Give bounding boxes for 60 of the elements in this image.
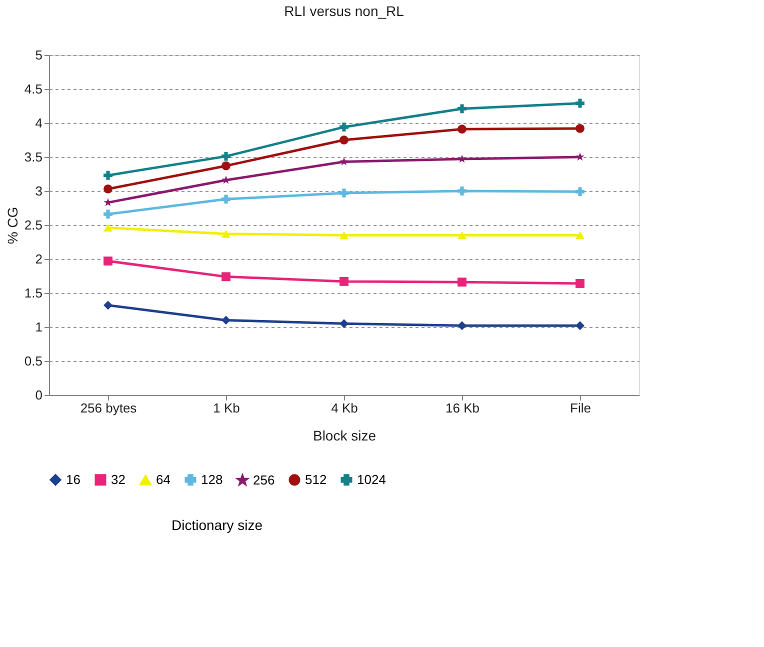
point: [458, 321, 466, 330]
legend-label: 64: [156, 472, 170, 488]
point: [222, 230, 230, 238]
point: [576, 231, 584, 240]
point: [104, 256, 112, 266]
x-tick-label: 16 Kb: [446, 400, 480, 416]
y-tick-label: 4.5: [24, 82, 42, 96]
point: [340, 157, 348, 166]
y-tick-label: 1: [35, 320, 42, 334]
point: [458, 186, 466, 196]
point: [340, 231, 348, 240]
y-axis-title: % CG: [4, 206, 20, 244]
point: [576, 98, 584, 108]
legend-label: 16: [66, 472, 80, 487]
y-tick-label: 5: [35, 48, 42, 62]
legend-label: 256: [253, 472, 275, 488]
legend-label: 32: [111, 472, 126, 487]
point: [222, 161, 230, 170]
x-tick-label: 256 bytes: [80, 400, 138, 416]
point: [104, 170, 112, 180]
point: [340, 319, 348, 328]
point: [458, 154, 466, 163]
point: [104, 224, 112, 232]
y-tick-label: 2: [35, 252, 42, 266]
y-tick-label: 0: [35, 388, 42, 402]
y-tick-label: 3: [35, 184, 42, 198]
point: [576, 124, 584, 133]
point: [576, 321, 584, 330]
x-axis-title: Block size: [312, 428, 376, 444]
point: [458, 278, 466, 287]
y-tick-label: 3.5: [24, 150, 42, 164]
point: [340, 188, 348, 198]
point: [222, 194, 230, 204]
point: [458, 231, 466, 240]
legend-label: 512: [305, 472, 327, 487]
point: [458, 104, 466, 114]
x-tick-label: 1 Kb: [213, 400, 240, 416]
point: [104, 210, 112, 219]
chart-title: RLI versus non_RL: [284, 3, 404, 19]
point: [222, 316, 230, 325]
legend-label: 128: [201, 472, 223, 487]
point: [222, 272, 230, 282]
point: [576, 152, 584, 161]
y-tick-label: 1.5: [24, 286, 42, 300]
point: [104, 184, 112, 194]
y-tick-label: 4: [35, 116, 42, 130]
y-tick-label: 2.5: [24, 218, 42, 232]
point: [340, 122, 348, 132]
y-tick-label: 0.5: [24, 354, 42, 368]
point: [576, 279, 584, 288]
point: [458, 124, 466, 134]
point: [340, 136, 348, 144]
point: [104, 300, 112, 310]
legend-title: Dictionary size: [171, 517, 263, 533]
point: [222, 152, 230, 161]
point: [340, 276, 348, 286]
x-tick-label: 4 Kb: [331, 400, 358, 416]
x-tick-label: File: [570, 400, 591, 416]
legend-label: 1024: [357, 472, 386, 487]
point: [576, 187, 584, 196]
